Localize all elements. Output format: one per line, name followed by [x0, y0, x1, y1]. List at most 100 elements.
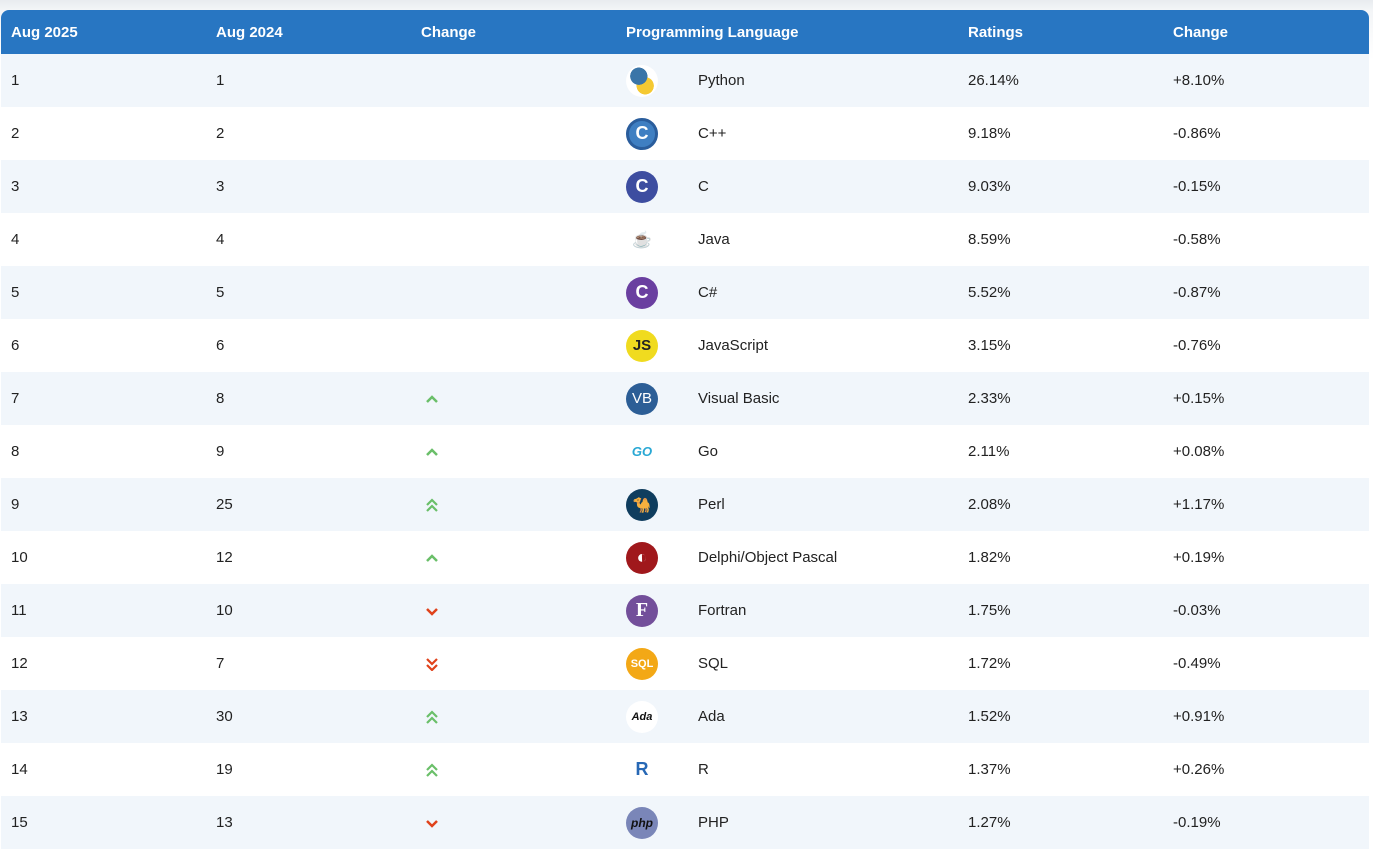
double-arrow-up-icon [426, 762, 438, 777]
language-icon-cell [616, 64, 698, 97]
c-logo-icon: C [626, 170, 658, 203]
rating: 1.37% [968, 761, 1011, 778]
table-row[interactable]: 10 12 ◐ Delphi/Object Pascal 1.82% +0.19… [1, 531, 1369, 584]
table-row[interactable]: 8 9 GO Go 2.11% +0.08% [1, 425, 1369, 478]
rating-change: +0.19% [1173, 549, 1225, 566]
previous-rank: 12 [216, 549, 233, 566]
language-ranking-table: Aug 2025 Aug 2024 Change Programming Lan… [1, 10, 1369, 849]
rank-change [411, 709, 616, 724]
rating-change: -0.19% [1173, 814, 1221, 831]
rank-change [411, 392, 616, 406]
rating: 9.18% [968, 125, 1011, 142]
language-icon-cell: C [616, 276, 698, 309]
table-row[interactable]: 2 2 C C++ 9.18% -0.86% [1, 107, 1369, 160]
double-arrow-up-icon [426, 497, 438, 512]
current-rank: 10 [11, 549, 28, 566]
previous-rank: 19 [216, 761, 233, 778]
previous-rank: 3 [216, 178, 225, 195]
rating-change: -0.58% [1173, 231, 1221, 248]
current-rank: 4 [11, 231, 20, 248]
current-rank: 14 [11, 761, 28, 778]
language-icon-cell: Ada [616, 700, 698, 733]
language-name[interactable]: JavaScript [698, 337, 769, 354]
rating-change: -0.87% [1173, 284, 1221, 301]
table-row[interactable]: 4 4 ☕ Java 8.59% -0.58% [1, 213, 1369, 266]
rating: 1.72% [968, 655, 1011, 672]
language-name[interactable]: Visual Basic [698, 390, 780, 407]
header-ratings-change[interactable]: Change [1173, 23, 1229, 41]
previous-rank: 5 [216, 284, 225, 301]
header-language[interactable]: Programming Language [626, 23, 799, 41]
rank-change [411, 551, 616, 565]
previous-rank: 2 [216, 125, 225, 142]
rating-change: +8.10% [1173, 72, 1225, 89]
table-row[interactable]: 12 7 SQL SQL 1.72% -0.49% [1, 637, 1369, 690]
double-arrow-up-icon [426, 709, 438, 724]
language-icon-cell: R [616, 754, 698, 786]
language-name[interactable]: SQL [698, 655, 729, 672]
current-rank: 5 [11, 284, 20, 301]
previous-rank: 8 [216, 390, 225, 407]
language-name[interactable]: C# [698, 284, 718, 301]
language-name[interactable]: Ada [698, 708, 725, 725]
language-name[interactable]: PHP [698, 814, 729, 831]
language-name[interactable]: Delphi/Object Pascal [698, 549, 838, 566]
language-icon-cell: JS [616, 329, 698, 362]
table-row[interactable]: 15 13 php PHP 1.27% -0.19% [1, 796, 1369, 849]
double-arrow-down-icon [426, 657, 438, 671]
language-icon-cell: ◐ [616, 541, 698, 574]
table-row[interactable]: 6 6 JS JavaScript 3.15% -0.76% [1, 319, 1369, 372]
current-rank: 1 [11, 72, 20, 89]
table-row[interactable]: 11 10 F Fortran 1.75% -0.03% [1, 584, 1369, 637]
python-logo-icon [626, 64, 658, 97]
visual-basic-logo-icon: VB [626, 382, 658, 415]
rank-change [411, 445, 616, 459]
language-name[interactable]: Fortran [698, 602, 747, 619]
language-icon-cell: 🐪 [616, 488, 698, 521]
csharp-logo-icon: C [626, 276, 658, 309]
table-row[interactable]: 13 30 Ada Ada 1.52% +0.91% [1, 690, 1369, 743]
previous-rank: 9 [216, 443, 225, 460]
table-row[interactable]: 5 5 C C# 5.52% -0.87% [1, 266, 1369, 319]
table-row[interactable]: 9 25 🐪 Perl 2.08% +1.17% [1, 478, 1369, 531]
table-row[interactable]: 14 19 R R 1.37% +0.26% [1, 743, 1369, 796]
language-icon-cell: GO [616, 436, 698, 468]
current-rank: 8 [11, 443, 20, 460]
language-name[interactable]: Go [698, 443, 719, 460]
ada-logo-icon: Ada [626, 700, 658, 733]
language-name[interactable]: R [698, 761, 709, 778]
rating: 3.15% [968, 337, 1011, 354]
go-logo-icon: GO [631, 444, 653, 459]
language-name[interactable]: Python [698, 72, 745, 89]
language-name[interactable]: Java [698, 231, 730, 248]
previous-rank: 7 [216, 655, 225, 672]
current-rank: 6 [11, 337, 20, 354]
header-current-rank[interactable]: Aug 2025 [11, 23, 78, 41]
table-row[interactable]: 3 3 C C 9.03% -0.15% [1, 160, 1369, 213]
language-icon-cell: C [616, 170, 698, 203]
language-icon-cell: C [616, 117, 698, 150]
rating: 2.08% [968, 496, 1011, 513]
language-icon-cell: ☕ [616, 223, 698, 256]
current-rank: 12 [11, 655, 28, 672]
rating-change: +0.91% [1173, 708, 1225, 725]
header-previous-rank[interactable]: Aug 2024 [216, 23, 283, 41]
rating-change: -0.86% [1173, 125, 1221, 142]
table-row[interactable]: 7 8 VB Visual Basic 2.33% +0.15% [1, 372, 1369, 425]
header-ratings[interactable]: Ratings [968, 23, 1024, 41]
rating-change: +0.08% [1173, 443, 1225, 460]
table-row[interactable]: 1 1 Python 26.14% +8.10% [1, 54, 1369, 107]
rank-change [411, 816, 616, 830]
language-name[interactable]: C [698, 178, 709, 195]
previous-rank: 4 [216, 231, 225, 248]
cpp-logo-icon: C [626, 117, 658, 150]
previous-rank: 30 [216, 708, 233, 725]
arrow-up-icon [426, 394, 438, 403]
arrow-down-icon [426, 819, 438, 828]
rating: 1.27% [968, 814, 1011, 831]
header-change[interactable]: Change [421, 23, 477, 41]
previous-rank: 13 [216, 814, 233, 831]
rank-change [411, 657, 616, 671]
language-name[interactable]: C++ [698, 125, 727, 142]
language-name[interactable]: Perl [698, 496, 725, 513]
